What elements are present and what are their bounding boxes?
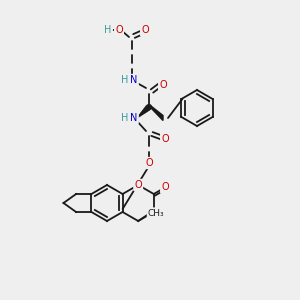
Text: O: O: [134, 180, 142, 190]
Text: O: O: [159, 80, 167, 90]
Text: H: H: [104, 25, 112, 35]
Text: N: N: [130, 113, 138, 123]
Text: N: N: [130, 75, 138, 85]
Text: H: H: [121, 75, 129, 85]
Text: O: O: [161, 182, 169, 193]
Text: O: O: [115, 25, 123, 35]
Text: O: O: [115, 25, 123, 35]
Text: CH₃: CH₃: [148, 208, 164, 217]
Text: O: O: [161, 134, 169, 144]
Text: H: H: [121, 113, 129, 123]
Text: O: O: [145, 158, 153, 168]
Polygon shape: [151, 106, 163, 121]
Text: O: O: [141, 25, 149, 35]
Text: O: O: [141, 25, 149, 35]
Text: H: H: [104, 25, 112, 35]
